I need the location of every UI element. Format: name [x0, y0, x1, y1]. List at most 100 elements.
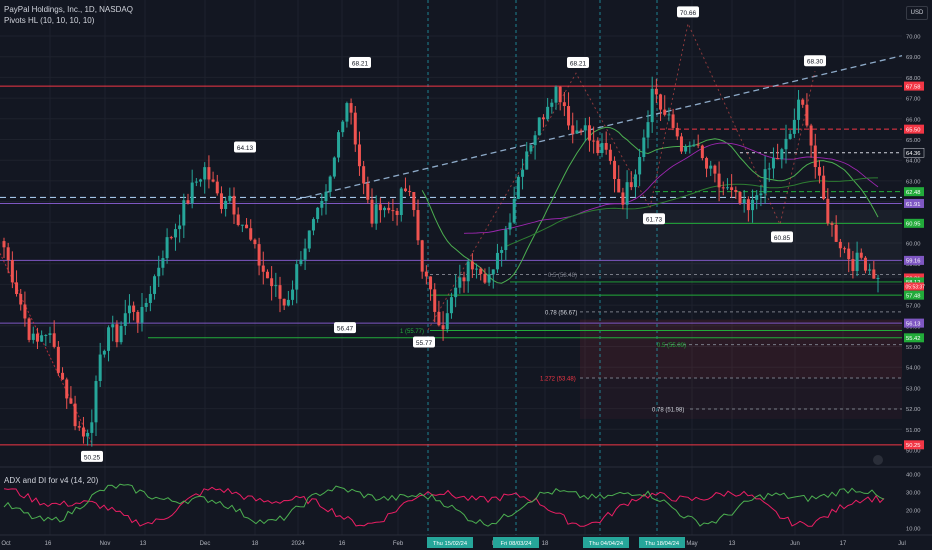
candle-body — [127, 305, 131, 314]
candle-body — [424, 271, 428, 277]
pivot-label-box — [567, 57, 589, 69]
price-tag-box — [904, 187, 924, 197]
time-tick: 13 — [729, 541, 736, 547]
candle-body — [249, 228, 253, 240]
date-marker: Thu 04/04/24 — [589, 541, 624, 547]
adx-indicator-label[interactable]: ADX and DI for v4 (14, 20) — [4, 476, 99, 485]
trend-lines — [0, 21, 903, 445]
fib-labels: 0.5 (58.48) 0.78 (56.67) 1 (55.77) 0.5 (55.… — [400, 273, 686, 414]
pivot-label: 56.47 — [337, 326, 354, 333]
candle-body — [98, 354, 102, 382]
candle-body — [525, 151, 529, 170]
pivot-label-box — [413, 336, 435, 348]
adx-tick: 10.00 — [906, 527, 921, 533]
candle-body — [692, 144, 696, 146]
candle-body — [792, 119, 796, 134]
price-tag-box — [904, 81, 924, 91]
candle-body — [148, 293, 152, 303]
candle-body — [646, 122, 650, 138]
candle-body — [48, 333, 52, 336]
candle-body — [391, 210, 395, 212]
time-tick: Oct — [1, 541, 11, 547]
candle-body — [508, 222, 512, 230]
pivots-indicator-label[interactable]: Pivots HL (10, 10, 10, 10) — [4, 16, 95, 25]
pivot-label-box — [804, 55, 826, 67]
candle-body — [215, 181, 219, 194]
price-tag-box — [904, 218, 924, 228]
candle-body — [31, 333, 35, 340]
candle-body — [157, 267, 161, 277]
candle-body — [81, 427, 85, 437]
candle-body — [734, 190, 738, 192]
candle-body — [863, 257, 867, 271]
candle-body — [186, 200, 190, 204]
candle-body — [412, 191, 416, 211]
candle-body — [6, 247, 10, 261]
candle-body — [454, 287, 458, 298]
candle-body — [295, 264, 299, 290]
candle-body — [228, 195, 232, 201]
price-tag: 67.58 — [906, 84, 921, 90]
candle-body — [717, 173, 721, 188]
candle-body — [102, 350, 106, 355]
candle-body — [771, 157, 775, 169]
candle-body — [679, 136, 683, 152]
price-tag-box — [904, 124, 924, 134]
candle-body — [253, 239, 257, 245]
grid — [0, 0, 902, 535]
candle-body — [332, 157, 336, 177]
candle-body — [763, 169, 767, 194]
candle-body — [700, 145, 704, 159]
candle-body — [851, 259, 855, 272]
candle-body — [638, 157, 642, 175]
chart-title: PayPal Holdings, Inc., 1D, NASDAQ — [4, 5, 133, 14]
candle-body — [500, 249, 504, 253]
price-tick: 64.00 — [906, 159, 921, 165]
candle-body — [592, 140, 596, 142]
candle-body — [876, 277, 880, 279]
price-tag: 55.42 — [906, 336, 921, 342]
candle-body — [173, 229, 177, 238]
candle-body — [554, 86, 558, 103]
fib-label: 1 (55.77) — [400, 329, 424, 335]
candle-body — [40, 335, 44, 342]
candle-body — [178, 225, 182, 230]
currency-button[interactable]: USD — [906, 6, 928, 20]
pivot-label-box — [771, 231, 793, 243]
candle-body — [688, 145, 692, 147]
candle-body — [107, 327, 111, 351]
candle-body — [847, 248, 851, 260]
candle-body — [35, 333, 39, 342]
candle-body — [194, 181, 198, 183]
candle-body — [395, 210, 399, 216]
candle-body — [654, 88, 658, 95]
candle-body — [299, 259, 303, 265]
price-tick: 54.00 — [906, 366, 921, 372]
ma-fast — [421, 126, 879, 284]
candle-body — [587, 125, 591, 141]
candle-body — [776, 157, 780, 160]
candle-body — [730, 187, 734, 191]
candle-body — [713, 165, 717, 174]
pivot-label: 68.30 — [807, 59, 824, 66]
price-tick: 50.00 — [906, 449, 921, 455]
candle-body — [56, 346, 60, 373]
fib-label: 0.5 (58.48) — [548, 273, 577, 279]
price-tag-box — [904, 198, 924, 208]
candle-body — [52, 333, 56, 347]
price-tag-box — [904, 333, 924, 343]
candle-body — [813, 145, 817, 168]
candle-body — [667, 114, 671, 116]
candle-body — [274, 285, 278, 287]
ma-mid — [463, 142, 879, 234]
pivot-label: 60.85 — [774, 235, 791, 242]
candle-body — [69, 398, 73, 404]
price-tick: 65.00 — [906, 138, 921, 144]
candle-body — [261, 265, 265, 272]
candle-body — [797, 99, 801, 120]
candle-body — [153, 276, 157, 294]
candle-body — [809, 125, 813, 146]
candle-body — [445, 313, 449, 330]
candle-body — [755, 195, 759, 200]
